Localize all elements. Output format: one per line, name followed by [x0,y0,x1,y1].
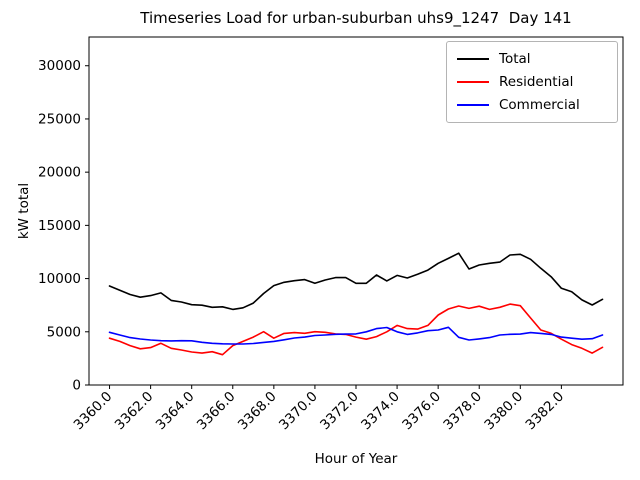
svg-text:3362.0: 3362.0 [112,389,157,434]
legend-label-residential: Residential [499,74,574,90]
svg-text:3366.0: 3366.0 [194,389,239,434]
svg-text:3380.0: 3380.0 [481,389,526,434]
svg-text:3374.0: 3374.0 [358,389,403,434]
svg-text:20000: 20000 [38,165,81,181]
legend-item-total: Total [457,51,607,67]
chart-title: Timeseries Load for urban-suburban uhs9_… [140,9,572,27]
svg-text:3364.0: 3364.0 [153,389,198,434]
svg-text:3372.0: 3372.0 [317,389,362,434]
commercial-line-swatch [457,104,489,106]
svg-text:10000: 10000 [38,271,81,287]
svg-text:3360.0: 3360.0 [71,389,116,434]
svg-text:3370.0: 3370.0 [276,389,321,434]
svg-text:0: 0 [72,378,81,394]
legend-item-residential: Residential [457,74,607,90]
svg-text:5000: 5000 [47,324,81,340]
y-axis-label: kW total [16,182,32,240]
svg-text:30000: 30000 [38,58,81,74]
legend-item-commercial: Commercial [457,97,607,113]
svg-text:3368.0: 3368.0 [235,389,280,434]
svg-text:3378.0: 3378.0 [440,389,485,434]
svg-text:25000: 25000 [38,111,81,127]
legend-label-total: Total [499,51,531,67]
legend-label-commercial: Commercial [499,97,580,113]
total-line-swatch [457,58,489,60]
svg-text:15000: 15000 [38,218,81,234]
legend: Total Residential Commercial [446,41,618,123]
x-axis-label: Hour of Year [314,451,398,467]
residential-line-swatch [457,81,489,83]
svg-text:3382.0: 3382.0 [522,389,567,434]
svg-text:3376.0: 3376.0 [399,389,444,434]
